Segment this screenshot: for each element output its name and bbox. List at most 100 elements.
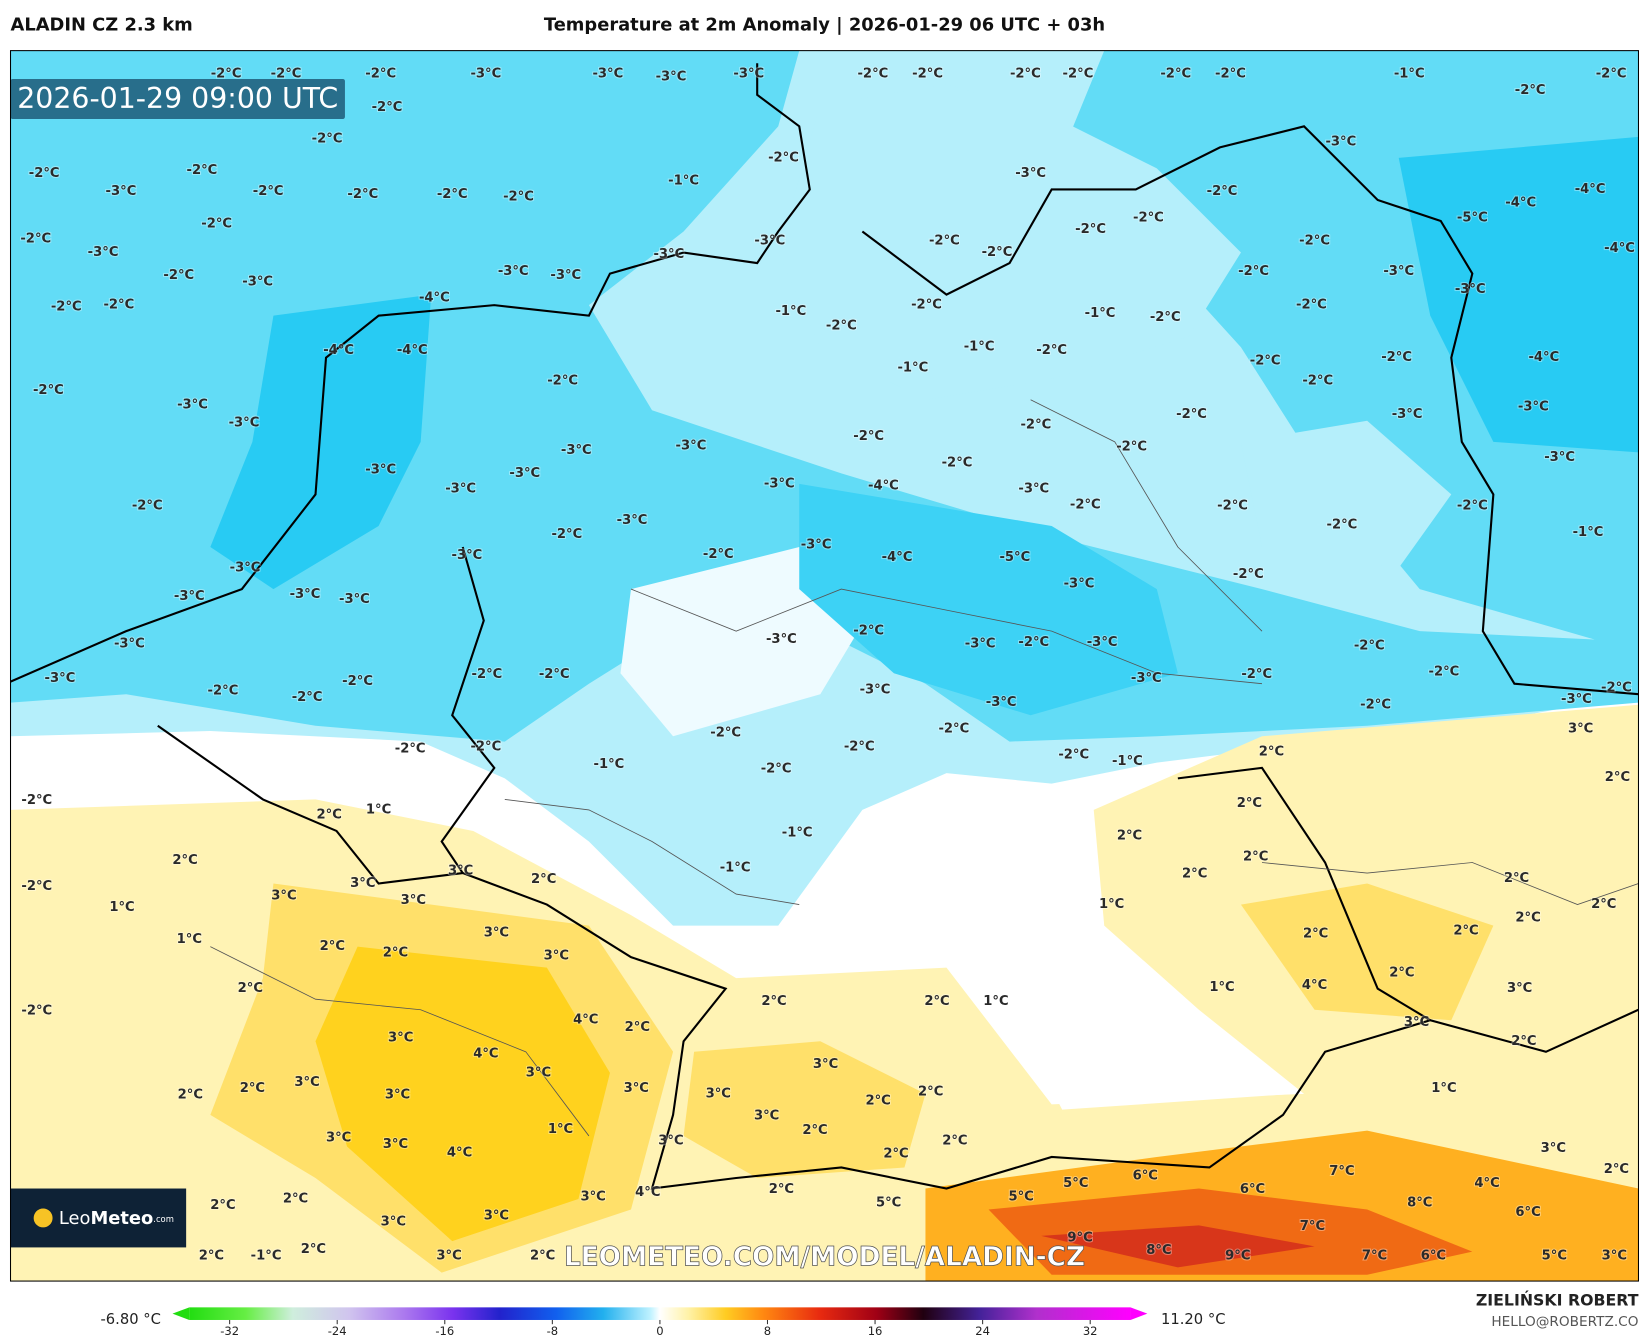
temperature-label: 2°C bbox=[320, 939, 345, 954]
temperature-label: -3°C bbox=[764, 476, 795, 491]
temperature-label: -2°C bbox=[1217, 498, 1248, 513]
temperature-label: -2°C bbox=[1381, 350, 1412, 365]
temperature-label: 2°C bbox=[924, 994, 949, 1009]
temperature-label: 1°C bbox=[177, 932, 202, 947]
temperature-label: -1°C bbox=[782, 826, 813, 841]
logo-text: LeoMeteo.com bbox=[59, 1208, 174, 1229]
temperature-label: -2°C bbox=[1429, 665, 1460, 680]
map-title: Temperature at 2m Anomaly | 2026-01-29 0… bbox=[544, 14, 1105, 35]
temperature-label: -2°C bbox=[1601, 680, 1632, 695]
temperature-label: -3°C bbox=[561, 443, 592, 458]
temperature-label: 9°C bbox=[1225, 1248, 1250, 1263]
temperature-label: 3°C bbox=[484, 925, 509, 940]
temperature-label: -2°C bbox=[312, 131, 343, 146]
temperature-label: 3°C bbox=[383, 1137, 408, 1152]
temperature-label: -2°C bbox=[503, 189, 534, 204]
temperature-label: -2°C bbox=[761, 761, 792, 776]
valid-time: 2026-01-29 09:00 UTC bbox=[17, 82, 338, 115]
temperature-label: -3°C bbox=[106, 184, 137, 199]
temperature-label: -3°C bbox=[965, 636, 996, 651]
temperature-label: 3°C bbox=[706, 1086, 731, 1101]
temperature-label: 3°C bbox=[326, 1131, 351, 1146]
logo-sun bbox=[33, 1208, 53, 1228]
temperature-label: 3°C bbox=[388, 1031, 413, 1046]
temperature-label: -3°C bbox=[1015, 166, 1046, 181]
temperature-label: -2°C bbox=[844, 739, 875, 754]
temperature-label: -2°C bbox=[437, 187, 468, 202]
temperature-label: -2°C bbox=[1457, 498, 1488, 513]
temperature-label: -2°C bbox=[1296, 298, 1327, 313]
temperature-label: -2°C bbox=[1020, 418, 1051, 433]
temperature-label: -2°C bbox=[51, 300, 82, 315]
temperature-label: -2°C bbox=[1070, 497, 1101, 512]
colorbar-max: 11.20 °C bbox=[1161, 1311, 1225, 1328]
temperature-label: 3°C bbox=[544, 949, 569, 964]
temperature-label: 2°C bbox=[1605, 770, 1630, 785]
time-box bbox=[10, 79, 345, 119]
temperature-label: -3°C bbox=[1561, 692, 1592, 707]
temperature-label: 8°C bbox=[1146, 1243, 1171, 1258]
temperature-label: -2°C bbox=[470, 739, 501, 754]
temperature-label: -3°C bbox=[1392, 407, 1423, 422]
colorbar-left-end bbox=[172, 1307, 190, 1320]
country-border bbox=[1177, 766, 1431, 1022]
temperature-label: -3°C bbox=[174, 589, 205, 604]
temperature-label: 2°C bbox=[210, 1198, 235, 1213]
temperature-label: 2°C bbox=[178, 1087, 203, 1102]
temperature-label: -3°C bbox=[290, 587, 321, 602]
temperature-label: -2°C bbox=[1176, 407, 1207, 422]
author: ZIELIŃSKI ROBERT bbox=[1476, 1291, 1639, 1310]
temperature-label: -1°C bbox=[775, 304, 806, 319]
admin-border bbox=[210, 946, 590, 1137]
temperature-label: 9°C bbox=[1067, 1230, 1092, 1245]
temperature-label: 3°C bbox=[1404, 1015, 1429, 1030]
temperature-label: -3°C bbox=[733, 66, 764, 81]
temperature-label: -2°C bbox=[539, 667, 570, 682]
temperature-label: 8°C bbox=[1407, 1196, 1432, 1211]
temperature-label: -4°C bbox=[397, 343, 428, 358]
temperature-label: -2°C bbox=[982, 245, 1013, 260]
temperature-label: -2°C bbox=[1299, 233, 1330, 248]
temperature-label: -2°C bbox=[1241, 667, 1272, 682]
temperature-label: -1°C bbox=[251, 1248, 282, 1263]
temperature-label: 1°C bbox=[548, 1122, 573, 1137]
temperature-label: 2°C bbox=[1511, 1034, 1536, 1049]
country-border bbox=[440, 546, 1639, 1190]
temperature-label: -2°C bbox=[1036, 343, 1067, 358]
temperature-label: -4°C bbox=[419, 290, 450, 305]
temperature-label: -2°C bbox=[201, 217, 232, 232]
colorbar-tick-label: -8 bbox=[547, 1324, 559, 1338]
temperature-label: 2°C bbox=[1182, 867, 1207, 882]
temperature-label: 3°C bbox=[754, 1108, 779, 1123]
temperature-label: -3°C bbox=[1064, 576, 1095, 591]
temperature-label: 1°C bbox=[1431, 1081, 1456, 1096]
temperature-label: -2°C bbox=[395, 741, 426, 756]
temperature-label: 6°C bbox=[1421, 1248, 1446, 1263]
temperature-label: -2°C bbox=[942, 455, 973, 470]
admin-border bbox=[630, 588, 1263, 685]
temperature-label: -2°C bbox=[271, 66, 302, 81]
temperature-label: -2°C bbox=[1233, 567, 1264, 582]
temperature-label: -3°C bbox=[114, 636, 145, 651]
dark-blue-field bbox=[1398, 136, 1639, 453]
temperature-label: -2°C bbox=[21, 1003, 52, 1018]
temperature-label: 2°C bbox=[1591, 897, 1616, 912]
temperature-label: 4°C bbox=[473, 1046, 498, 1061]
temperature-label: 2°C bbox=[942, 1134, 967, 1149]
dark-blue-field bbox=[799, 483, 1178, 716]
temperature-label: -3°C bbox=[1383, 264, 1414, 279]
temperature-label: 2°C bbox=[1515, 911, 1540, 926]
temperature-label: -3°C bbox=[365, 463, 396, 478]
temperature-label: -4°C bbox=[868, 479, 899, 494]
colorbar-tick-label: -32 bbox=[220, 1324, 239, 1338]
temperature-label: -2°C bbox=[857, 66, 888, 81]
temperature-label: -1°C bbox=[1573, 525, 1604, 540]
temperature-label: -3°C bbox=[229, 415, 260, 430]
temperature-label: 1°C bbox=[109, 900, 134, 915]
temperature-label: -3°C bbox=[498, 264, 529, 279]
temperature-label: -4°C bbox=[1505, 196, 1536, 211]
temperature-label: -2°C bbox=[1150, 310, 1181, 325]
temperature-label: -2°C bbox=[1250, 353, 1281, 368]
temperature-label: -2°C bbox=[1327, 517, 1358, 532]
temperature-label: -2°C bbox=[1354, 638, 1385, 653]
